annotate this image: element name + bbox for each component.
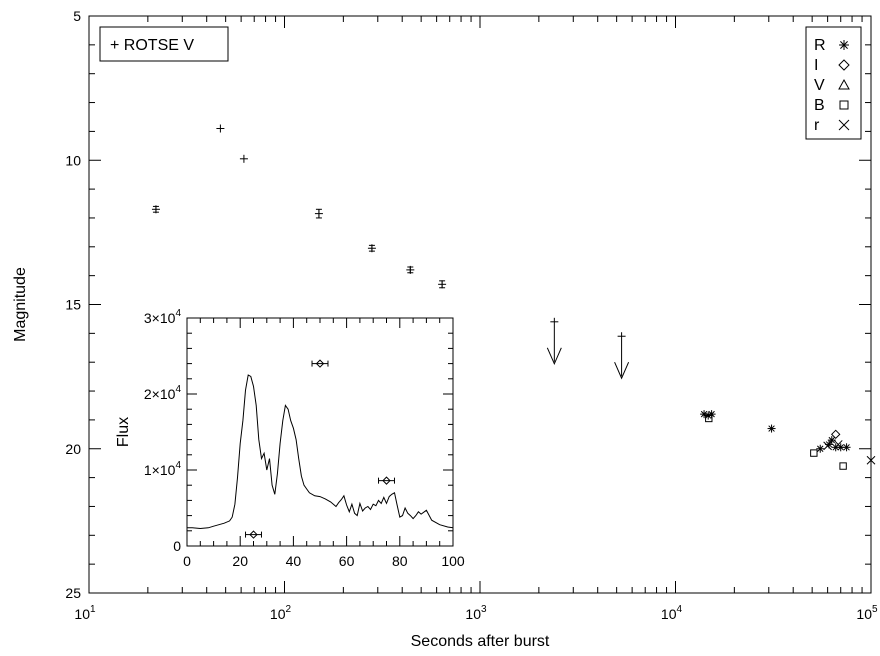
x-tick-label: 105 [856,604,878,622]
inset-y-tick-label: 0 [173,538,181,554]
rotse-legend-label: + ROTSE V [110,37,194,54]
data-point-square [705,414,713,423]
y-tick-label: 10 [65,152,81,168]
legend-label: r [814,117,820,134]
x-tick-exponent: 3 [481,604,487,615]
x-tick-label: 104 [661,604,683,622]
x-tick-base: 10 [74,606,90,622]
data-point-plus [216,124,225,133]
legend-marker-diamond [838,59,850,71]
y-tick-label: 5 [73,8,81,24]
inset-x-tick-label: 80 [392,553,408,569]
inset-y-axis-label: Flux [115,417,132,447]
inset-y-tick-mantissa: 0 [173,538,181,554]
legend-marker-square [839,100,849,110]
inset-diamond-marker [249,530,258,539]
x-tick-exponent: 2 [286,604,292,615]
inset-x-tick-label: 0 [183,553,191,569]
inset-data-point [245,530,262,539]
x-tick-label: 101 [74,604,96,622]
data-point-asterisk [816,444,825,453]
x-tick-label: 102 [270,604,292,622]
inset-x-tick-label: 60 [339,553,355,569]
inset-y-tick-label: 2×104 [144,384,182,402]
data-point-square [839,462,847,470]
inset-frame [186,317,454,547]
upper-limit-arrow [546,317,562,366]
series-plus [151,124,447,289]
legend-marker-triangle [838,78,850,90]
rotse-legend-box [99,26,229,62]
series-x [823,440,876,465]
x-tick-base: 10 [270,606,286,622]
inset-data-point [378,476,395,485]
data-point-square [810,449,818,457]
x-tick-base: 10 [661,606,677,622]
x-tick-exponent: 4 [677,604,683,615]
data-point-plus [151,205,160,214]
data-point-x [823,441,832,451]
inset-y-tick-mantissa: 1×10 [144,462,176,478]
y-tick-label: 20 [65,441,81,457]
upper-limit-arrow [614,332,630,380]
inset-data-point [311,359,329,368]
legend-marker-x [838,119,850,131]
inset-x-tick-label: 40 [286,553,302,569]
inset-y-tick-mantissa: 3×10 [144,310,176,326]
series-square [705,414,847,470]
data-point-plus [367,244,376,253]
x-tick-base: 10 [465,606,481,622]
series-diamond [831,429,841,440]
x-tick-exponent: 1 [90,604,96,615]
legend-label: R [814,37,826,54]
data-point-plus [239,154,248,163]
data-point-diamond [831,429,841,440]
series-arrow-down [546,317,630,380]
data-point-plus [406,265,415,274]
x-axis-label: Seconds after burst [411,633,550,650]
data-point-plus [314,209,323,218]
x-tick-label: 103 [465,604,487,622]
inset-y-tick-label: 3×104 [144,308,182,326]
legend-box [805,26,862,140]
inset-flux-line [187,374,454,530]
data-point-plus [438,280,447,289]
y-axis-label: Magnitude [12,267,29,342]
data-point-asterisk [827,436,836,445]
y-tick-label: 25 [65,585,81,601]
inset-x-tick-label: 100 [441,553,465,569]
inset-y-tick-label: 1×104 [144,460,182,478]
data-point-x [833,440,843,449]
legend-label: V [814,77,825,94]
inset-y-tick-exponent: 4 [175,308,181,319]
legend-marker-asterisk [839,40,849,50]
data-point-asterisk [767,424,776,433]
inset-diamond-marker [382,476,391,485]
inset-diamond-marker [315,359,325,368]
x-tick-exponent: 5 [872,604,878,615]
y-tick-label: 15 [65,297,81,313]
inset-y-tick-exponent: 4 [175,384,181,395]
inset-x-tick-label: 20 [232,553,248,569]
inset-y-tick-exponent: 4 [175,460,181,471]
legend-label: I [814,57,818,74]
inset-y-tick-mantissa: 2×10 [144,386,176,402]
data-point-x [866,455,876,465]
legend-label: B [814,97,825,114]
data-point-asterisk [842,443,851,452]
x-tick-base: 10 [856,606,872,622]
